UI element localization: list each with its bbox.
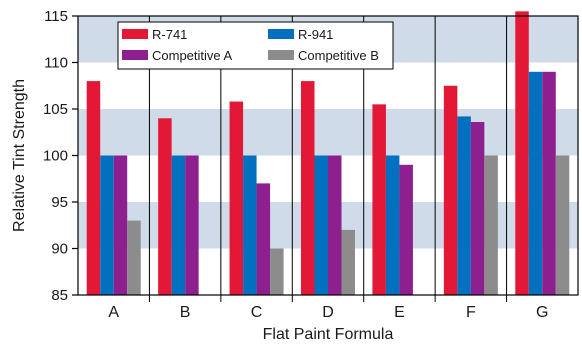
y-tick-label: 105 (43, 101, 68, 118)
bar-competitive-b-c (270, 248, 284, 295)
bar-r-741-g (515, 11, 529, 295)
y-tick-label: 90 (51, 241, 68, 258)
x-tick-label: C (251, 304, 263, 321)
y-tick-labels: 85 90 95 100 105 110 115 (43, 8, 68, 304)
bar-competitive-b-f (484, 155, 498, 295)
y-tick-label: 100 (43, 148, 68, 165)
legend-label: R-741 (152, 27, 187, 42)
y-tick-label: 110 (44, 55, 68, 72)
x-tick-label: G (536, 304, 548, 321)
bar-competitive-a-g (542, 71, 556, 295)
bar-r-941-f (457, 116, 471, 295)
bar-r-741-b (158, 118, 172, 295)
bar-r-941-b (171, 155, 186, 295)
axes (72, 15, 579, 296)
x-tick-label: A (108, 304, 119, 321)
bar-r-741-e (372, 104, 386, 295)
bar-r-941-e (385, 155, 400, 295)
bar-competitive-a-c (256, 183, 271, 295)
bar-r-941-a (100, 155, 114, 295)
legend-swatch (268, 50, 294, 60)
y-tick-label: 95 (51, 194, 68, 211)
legend: R-741 R-941 Competitive A Competitive B (117, 21, 394, 70)
bar-competitive-b-a (127, 220, 141, 295)
y-axis-title: Relative Tint Strength (11, 79, 28, 232)
bar-r-941-d (314, 155, 328, 295)
x-tick-label: E (394, 304, 405, 321)
bar-competitive-b-d (341, 229, 355, 295)
y-tick-label: 115 (44, 8, 68, 25)
legend-swatch (268, 29, 294, 39)
legend-label: Competitive B (298, 48, 379, 63)
y-tick-label: 85 (51, 287, 68, 304)
legend-label: Competitive A (152, 48, 233, 63)
x-tick-labels: A B C D E F G (108, 304, 548, 321)
bar-r-741-c (229, 101, 244, 295)
bars (86, 11, 570, 296)
bar-r-741-f (443, 85, 458, 295)
legend-swatch (122, 29, 148, 39)
legend-swatch (122, 50, 148, 60)
bar-r-941-c (243, 155, 257, 295)
x-tick-label: D (322, 304, 334, 321)
bar-competitive-a-a (113, 155, 128, 295)
bar-competitive-a-e (399, 164, 413, 295)
x-tick-label: B (180, 304, 191, 321)
legend-label: R-941 (298, 27, 333, 42)
bar-competitive-a-f (470, 122, 485, 296)
bar-competitive-a-b (185, 155, 199, 295)
x-axis-title: Flat Paint Formula (263, 326, 394, 343)
x-tick-label: F (466, 304, 476, 321)
bar-r-941-g (528, 71, 543, 295)
legend-box (117, 21, 394, 70)
bar-competitive-a-d (328, 155, 342, 295)
grid-band (78, 109, 578, 156)
bar-r-741-d (301, 81, 315, 295)
bar-competitive-b-g (555, 155, 570, 295)
bar-r-741-a (86, 81, 101, 295)
